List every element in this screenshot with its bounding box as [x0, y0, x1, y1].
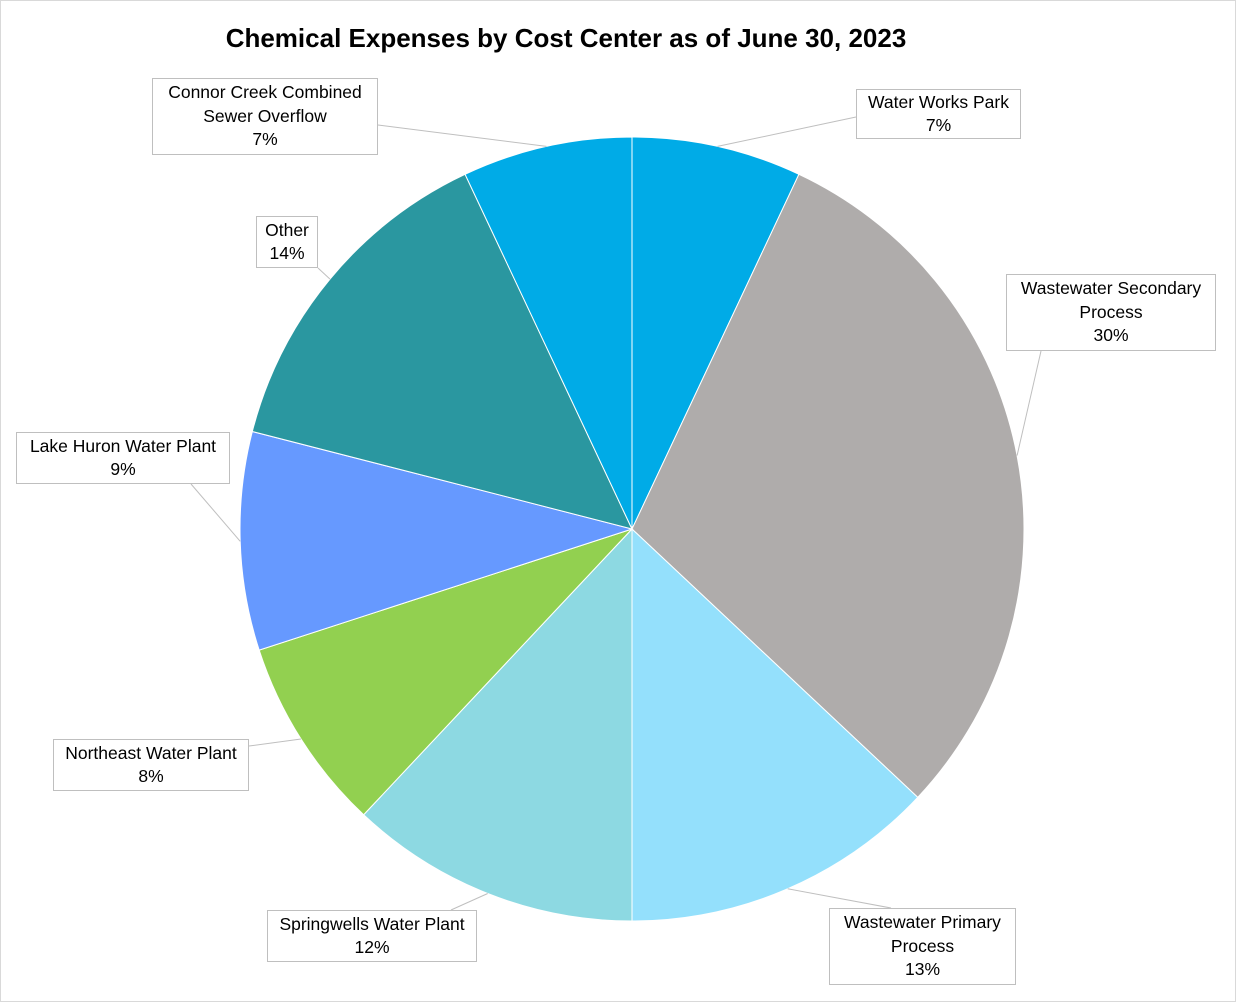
pie-slice-springwells-water-plant [362, 527, 633, 922]
leader-line [190, 483, 241, 542]
pie-slice-connor-creek-combined-sewer-overflow [464, 136, 633, 530]
data-label-text: Connor Creek Combined [168, 82, 362, 103]
data-label-text: Sewer Overflow [203, 105, 327, 126]
pie-slice-northeast-water-plant [258, 528, 633, 816]
data-label-callout: Wastewater Primary Process 13% [829, 908, 1016, 985]
data-label-percent: 30% [1093, 325, 1129, 346]
leader-line [717, 116, 857, 147]
data-label-callout: Lake Huron Water Plant 9% [16, 432, 230, 484]
data-label-callout: Wastewater Secondary Process 30% [1006, 274, 1216, 351]
data-label-text: Other [265, 219, 309, 240]
leader-line [450, 893, 488, 911]
leader-lines [190, 116, 1042, 911]
data-label-text: Northeast Water Plant [65, 742, 237, 763]
leader-line [1016, 350, 1042, 456]
data-label-percent: 7% [925, 115, 952, 135]
data-label-text: Process [890, 935, 955, 956]
data-label-percent: 13% [904, 959, 941, 980]
leader-line [787, 888, 892, 909]
data-label-text: Wastewater Secondary [1020, 278, 1202, 299]
leader-line [377, 124, 547, 147]
data-label-text: Process [1079, 301, 1143, 322]
data-label-text: Water Works Park [868, 91, 1009, 112]
data-label-callout: Other 14% [256, 216, 318, 268]
data-label-percent: 8% [138, 766, 164, 786]
data-label-text: Wastewater Primary [844, 912, 1001, 933]
pie-slice-wastewater-secondary-process [631, 173, 1025, 799]
data-label-text: Lake Huron Water Plant [29, 435, 217, 456]
leader-line [317, 267, 331, 280]
data-label-callout: Connor Creek Combined Sewer Overflow 7% [152, 78, 378, 155]
data-label-callout: Water Works Park 7% [856, 89, 1021, 139]
data-label-percent: 7% [252, 129, 278, 150]
pie-slice-other [251, 173, 633, 530]
chart-title: Chemical Expenses by Cost Center as of J… [225, 23, 907, 53]
leader-line [248, 738, 302, 747]
data-label-callout: Northeast Water Plant 8% [53, 739, 249, 791]
data-label-percent: 14% [269, 243, 305, 263]
data-label-percent: 9% [110, 459, 136, 479]
pie-slice-water-works-park [631, 136, 800, 530]
pie-slice-lake-huron-water-plant [239, 430, 634, 651]
data-label-callout: Springwells Water Plant 12% [267, 910, 477, 962]
data-label-percent: 12% [354, 937, 390, 957]
pie-slice-wastewater-primary-process [631, 527, 919, 922]
data-label-text: Springwells Water Plant [279, 913, 465, 934]
